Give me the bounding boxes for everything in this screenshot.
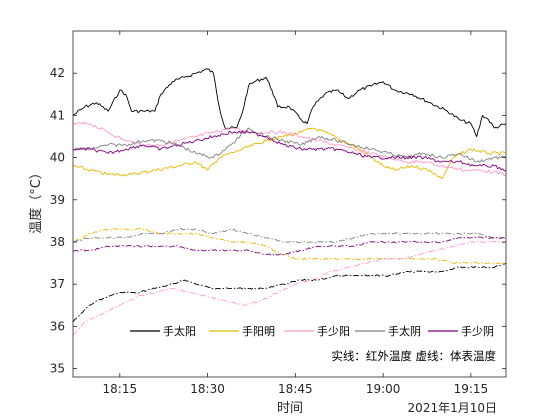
legend: 手太阳 手阳明 手少阳 手太阴 手少阴 xyxy=(130,324,494,338)
surface-series-shaoyang xyxy=(72,240,507,336)
legend-label-yangming: 手阳明 xyxy=(242,324,275,338)
plot-background xyxy=(73,31,506,377)
infrared-series-yangming xyxy=(72,127,507,180)
x-tick-label: 19:00 xyxy=(366,382,401,396)
surface-series-shaoyin xyxy=(72,236,507,256)
surface-series-taiyin xyxy=(72,228,507,244)
x-tick-label: 19:15 xyxy=(454,382,489,396)
y-tick-label: 37 xyxy=(50,277,65,291)
legend-label-shaoyin: 手少阴 xyxy=(461,324,494,338)
series-layer xyxy=(72,68,507,336)
infrared-series-shaoyin xyxy=(72,130,507,172)
x-tick-label: 18:15 xyxy=(103,382,138,396)
surface-series-taiyang xyxy=(72,262,507,323)
plot-frame xyxy=(72,30,507,378)
x-tick-label: 18:30 xyxy=(190,382,225,396)
x-axis: 18:15 18:30 18:45 19:00 19:15 xyxy=(103,31,489,396)
y-tick-label: 35 xyxy=(50,362,65,376)
y-tick-label: 41 xyxy=(50,108,65,122)
y-tick-label: 36 xyxy=(50,319,65,333)
legend-label-taiyin: 手太阴 xyxy=(388,324,421,338)
y-tick-label: 42 xyxy=(50,66,65,80)
y-axis: 35 36 37 38 39 40 41 42 xyxy=(50,66,506,376)
infrared-series-taiyin xyxy=(72,127,507,163)
line-style-note: 实线：红外温度 虚线：体表温度 xyxy=(331,349,496,363)
y-tick-label: 39 xyxy=(50,193,65,207)
date-label: 2021年1月10日 xyxy=(408,401,497,415)
x-tick-label: 18:45 xyxy=(278,382,313,396)
legend-label-shaoyang: 手少阳 xyxy=(317,324,350,338)
y-tick-label: 40 xyxy=(50,151,65,165)
y-tick-label: 38 xyxy=(50,235,65,249)
y-axis-label: 温度（°C） xyxy=(28,166,44,234)
x-axis-label: 时间 xyxy=(277,401,303,416)
infrared-series-taiyang xyxy=(72,68,507,137)
legend-label-taiyang: 手太阳 xyxy=(163,324,196,338)
surface-series-yangming xyxy=(73,228,507,265)
